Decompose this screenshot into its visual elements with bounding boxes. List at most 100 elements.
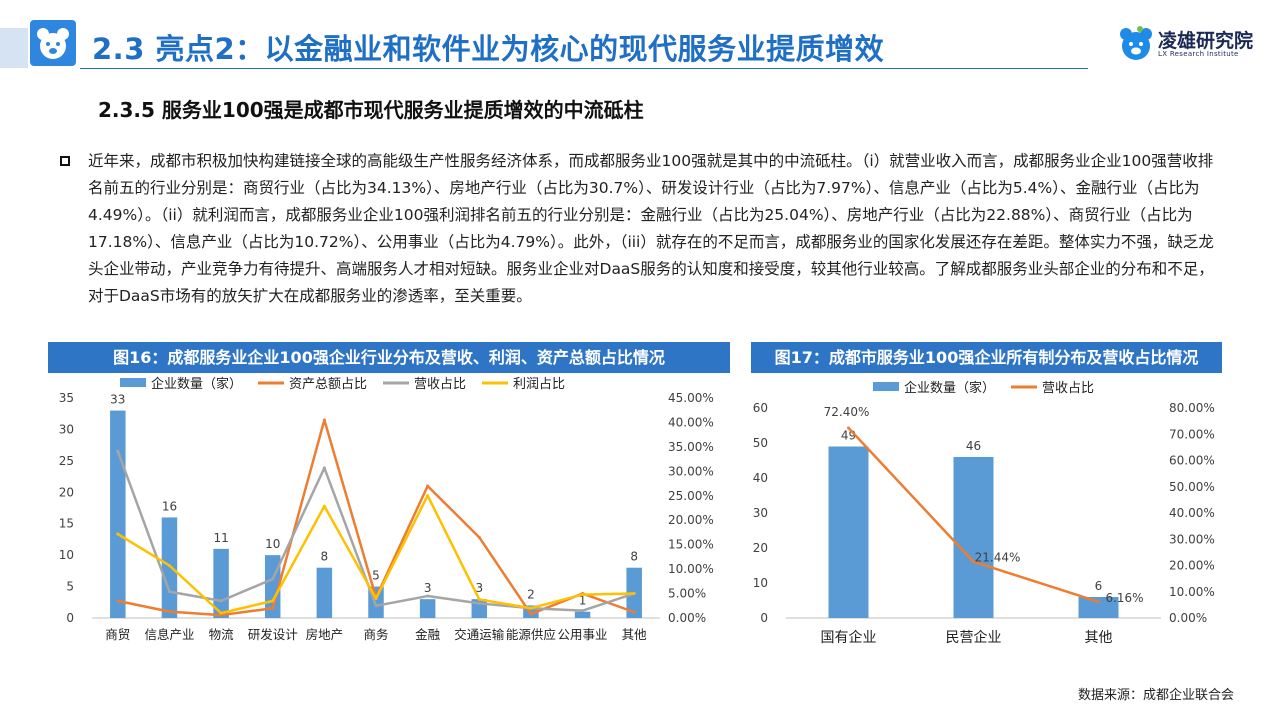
line-point [581, 609, 585, 613]
y2-tick-label: 30.00% [1169, 532, 1215, 546]
legend-entry: 资产总额占比 [289, 377, 367, 392]
line-point [167, 610, 171, 614]
x-tick-label: 国有企业 [821, 629, 877, 646]
bar-data-label: 8 [321, 550, 329, 564]
y2-tick-label: 25.00% [668, 489, 714, 503]
line-point [219, 611, 223, 615]
figure17-title: 图17：成都市服务业100强企业所有制分布及营收占比情况 [751, 342, 1222, 373]
line-point [426, 484, 430, 488]
y2-tick-label: 35.00% [668, 440, 714, 454]
brand-subtitle: LX Research Institute [1158, 50, 1239, 58]
bar-data-label: 33 [110, 393, 125, 407]
x-tick-label: 物流 [209, 627, 235, 642]
y2-tick-label: 10.00% [668, 562, 714, 576]
line-point [426, 594, 430, 598]
bar-data-label: 11 [213, 531, 228, 545]
brand-name: 凌雄研究院 [1158, 30, 1254, 52]
y2-tick-label: 70.00% [1169, 427, 1215, 441]
y2-tick-label: 20.00% [1169, 559, 1215, 573]
bar-公用事业 [574, 611, 591, 618]
x-tick-label: 商贸 [105, 627, 130, 642]
line-point [374, 604, 378, 608]
y2-tick-label: 0.00% [668, 611, 706, 625]
y-tick-label: 10 [753, 576, 768, 590]
y2-tick-label: 30.00% [668, 464, 714, 478]
line-point [116, 449, 120, 453]
y-tick-label: 35 [59, 391, 74, 405]
line-point [477, 601, 481, 605]
legend-entry: 利润占比 [513, 377, 565, 392]
bar-民营企业 [953, 457, 994, 618]
y2-tick-label: 60.00% [1169, 454, 1215, 468]
x-tick-label: 研发设计 [248, 627, 298, 642]
bar-data-label: 3 [475, 581, 483, 595]
body-paragraph: 近年来，成都市积极加快构建链接全球的高能级生产性服务经济体系，而成都服务业100… [88, 152, 1214, 305]
figure16-chart: 051015202530350.00%5.00%10.00%15.00%20.0… [59, 376, 714, 642]
line-point [271, 599, 275, 603]
line-point [167, 590, 171, 594]
y2-tick-label: 40.00% [668, 415, 714, 429]
line-series-资产总额占比 [117, 418, 635, 617]
legend-swatch [873, 382, 899, 391]
header-divider [80, 68, 1088, 69]
line-point [322, 466, 326, 470]
legend-entry: 企业数量（家） [904, 380, 995, 396]
line-point [271, 577, 275, 581]
bar-data-label: 8 [630, 550, 638, 564]
y2-tick-label: 10.00% [1169, 585, 1215, 599]
line-point [477, 597, 481, 601]
page-title: 2.3 亮点2：以金融业和软件业为核心的现代服务业提质增效 [92, 32, 885, 66]
y2-tick-label: 80.00% [1169, 401, 1215, 415]
x-tick-label: 房地产 [306, 627, 344, 642]
bar-data-label: 3 [424, 581, 432, 595]
line-point [477, 535, 481, 539]
line-point [972, 560, 975, 564]
line-point [322, 418, 326, 422]
bar-data-label: 16 [162, 499, 177, 513]
y-tick-label: 25 [59, 454, 74, 468]
bar-商贸 [110, 410, 126, 618]
line-data-label: 21.44% [975, 551, 1021, 565]
y2-tick-label: 0.00% [1169, 611, 1207, 625]
y-tick-label: 0 [760, 611, 768, 625]
bar-金融 [419, 599, 436, 618]
bar-data-label: 5 [372, 569, 380, 583]
y-tick-label: 0 [66, 611, 74, 625]
line-data-label: 6.16% [1105, 591, 1143, 605]
line-point [1097, 600, 1100, 604]
line-point [529, 612, 533, 616]
x-tick-label: 公用事业 [558, 627, 608, 642]
bar-data-label: 6 [1095, 579, 1103, 593]
line-point [847, 426, 850, 430]
y-tick-label: 50 [753, 436, 768, 450]
line-point [322, 504, 326, 508]
legend-entry: 企业数量（家） [151, 376, 242, 392]
x-tick-label: 交通运输 [454, 627, 505, 642]
y2-tick-label: 5.00% [668, 587, 706, 601]
bar-房地产 [316, 567, 333, 618]
line-point [581, 593, 585, 597]
y-tick-label: 30 [753, 506, 768, 520]
line-data-label: 72.40% [824, 405, 870, 419]
x-tick-label: 能源供应 [506, 627, 556, 642]
x-tick-label: 民营企业 [946, 629, 1002, 646]
brand-logo: 凌雄研究院 LX Research Institute [1118, 24, 1268, 64]
line-point [219, 599, 223, 603]
x-tick-label: 信息产业 [144, 627, 194, 642]
y2-tick-label: 15.00% [668, 538, 714, 552]
brand-bear-icon [1120, 26, 1152, 60]
bar-data-label: 10 [265, 537, 280, 551]
x-tick-label: 商务 [363, 627, 388, 642]
legend-entry: 营收占比 [414, 377, 466, 392]
line-point [632, 592, 636, 596]
y2-tick-label: 50.00% [1169, 480, 1215, 494]
figure16-title: 图16：成都服务业企业100强企业行业分布及营收、利润、资产总额占比情况 [48, 342, 730, 373]
y-tick-label: 30 [59, 422, 74, 436]
line-point [116, 599, 120, 603]
line-point [271, 606, 275, 610]
bar-国有企业 [828, 446, 869, 618]
legend-swatch [120, 378, 146, 387]
y-tick-label: 5 [66, 580, 74, 594]
header-accent-band [0, 28, 28, 68]
line-point [167, 564, 171, 568]
